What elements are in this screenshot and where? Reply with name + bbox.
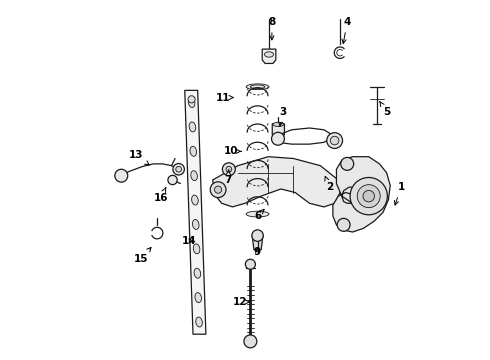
Circle shape [271,132,285,145]
Circle shape [363,190,374,202]
Ellipse shape [191,171,197,181]
Circle shape [341,157,354,170]
Ellipse shape [246,84,269,90]
Text: 1: 1 [394,182,405,205]
Text: 3: 3 [279,107,286,126]
Text: 10: 10 [224,146,242,156]
FancyBboxPatch shape [272,124,285,135]
Circle shape [350,177,388,215]
Circle shape [210,182,226,198]
Ellipse shape [192,195,198,205]
Text: 16: 16 [153,188,168,203]
Text: 2: 2 [325,176,333,192]
Text: 8: 8 [268,17,275,40]
Ellipse shape [194,268,201,278]
Circle shape [327,133,343,148]
Text: 14: 14 [182,236,196,246]
Text: 5: 5 [380,102,390,117]
Circle shape [215,186,221,193]
Text: 12: 12 [233,297,250,307]
Ellipse shape [193,220,199,229]
Circle shape [173,163,184,175]
Ellipse shape [193,244,200,254]
Polygon shape [213,157,340,207]
Circle shape [115,169,128,182]
Circle shape [337,219,350,231]
Ellipse shape [246,211,269,217]
Polygon shape [333,157,390,232]
Text: 4: 4 [342,17,351,44]
Ellipse shape [189,122,196,132]
Circle shape [357,185,380,208]
Ellipse shape [250,85,265,89]
Ellipse shape [273,122,284,127]
Circle shape [330,136,339,145]
Circle shape [244,335,257,348]
Text: 13: 13 [128,150,149,165]
Text: 9: 9 [254,247,261,257]
Ellipse shape [195,293,201,303]
Circle shape [226,166,232,172]
Polygon shape [185,90,206,334]
Ellipse shape [265,52,273,57]
Circle shape [188,96,195,103]
Polygon shape [252,235,263,250]
Polygon shape [262,49,276,63]
Ellipse shape [196,317,202,327]
Ellipse shape [188,98,195,108]
Text: 15: 15 [134,247,151,264]
Circle shape [252,230,263,241]
Ellipse shape [190,146,196,156]
Circle shape [245,259,255,269]
Circle shape [222,163,235,176]
Text: 11: 11 [216,93,233,103]
Text: 6: 6 [254,209,264,221]
Text: 7: 7 [224,170,231,185]
Circle shape [168,175,177,185]
Circle shape [176,166,181,172]
